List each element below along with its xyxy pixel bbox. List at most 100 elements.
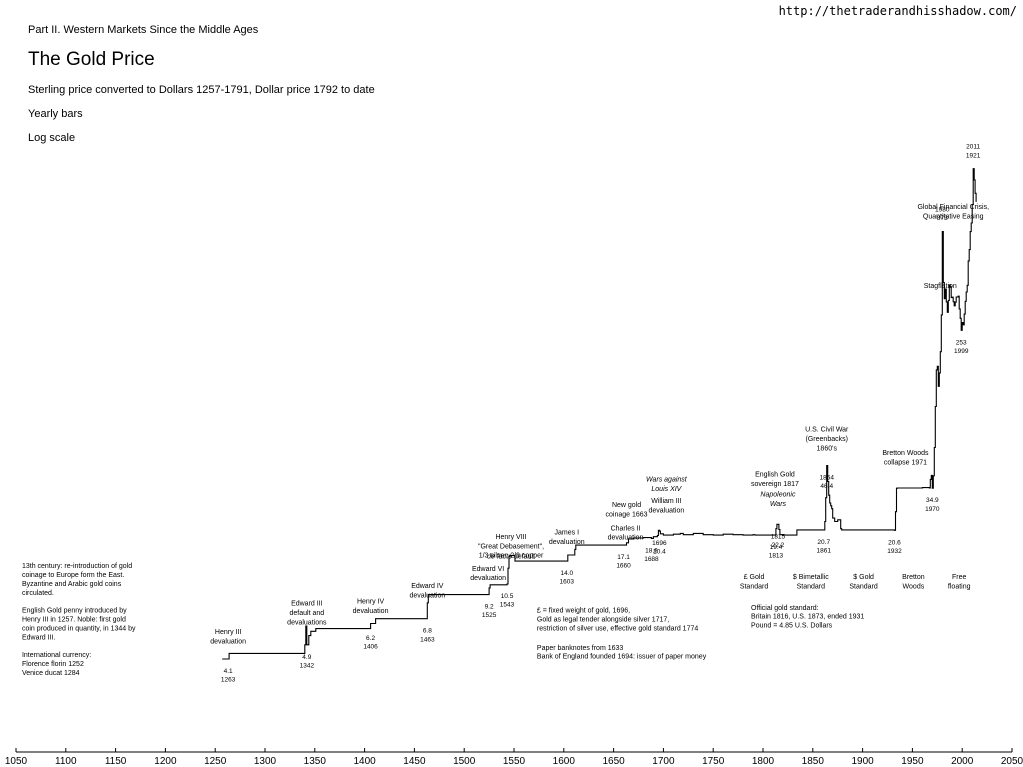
event-label-line: New gold xyxy=(612,502,641,509)
event-label-line: floating xyxy=(948,583,971,590)
x-tick-label: 1700 xyxy=(652,756,675,767)
x-tick-label: 1550 xyxy=(503,756,526,767)
event-label: Edward III default and devaluations xyxy=(287,601,327,627)
chart-title: The Gold Price xyxy=(28,49,155,70)
text-block-line: Official gold standard: xyxy=(751,605,819,612)
value-label-line: 1406 xyxy=(363,644,378,651)
text-block-line: circulated. xyxy=(22,590,54,597)
event-label-line: Quantitative Easing xyxy=(923,213,984,220)
event-label: English Gold sovereign 1817 xyxy=(751,471,799,487)
event-label-line: Wars against xyxy=(646,476,688,483)
event-label-line: (Greenbacks) xyxy=(806,436,848,443)
text-block-line: Byzantine and Arabic gold coins xyxy=(22,581,122,588)
value-label: 18.6 1688 xyxy=(644,547,659,563)
event-label: Napoleonic Wars xyxy=(760,491,796,507)
event-label-line: Woods xyxy=(903,583,925,590)
value-label-line: 1463 xyxy=(420,636,435,643)
text-block-line: Venice ducat 1284 xyxy=(22,670,80,677)
value-label: 253 1999 xyxy=(954,339,969,355)
x-tick-label: 2000 xyxy=(951,756,974,767)
value-label: 19.4 1813 xyxy=(769,544,784,560)
text-block-line: restriction of silver use, effective gol… xyxy=(537,625,698,632)
event-label-line: Standard xyxy=(849,583,878,590)
value-label: 34.9 1970 xyxy=(925,497,940,513)
value-label: 6.2 1406 xyxy=(363,635,378,651)
event-label-line: devaluation xyxy=(210,639,246,646)
value-label: 1815 22.2 xyxy=(771,533,786,549)
text-block: Paper banknotes from 1633 Bank of England… xyxy=(537,645,707,661)
value-label-line: 34.9 xyxy=(926,497,939,504)
event-label-line: William III xyxy=(651,498,681,505)
value-label-line: 1813 xyxy=(769,553,784,560)
event-label-line: Henry VIII xyxy=(495,534,526,541)
value-label-line: 22.2 xyxy=(772,542,785,549)
x-tick-label: 2050 xyxy=(1001,756,1023,767)
x-tick-label: 1500 xyxy=(453,756,476,767)
event-label: £ Gold Standard xyxy=(740,574,769,590)
x-tick-label: 1100 xyxy=(55,756,77,767)
bars-note: Yearly bars xyxy=(28,108,83,120)
event-label: Global Financial Crisis, Quantitative Eas… xyxy=(917,204,989,220)
value-label-line: 1815 xyxy=(771,533,786,540)
text-block-line: coin produced in quantity, in 1344 by xyxy=(22,626,136,633)
value-label-line: 20.7 xyxy=(817,539,830,546)
value-label-line: 18.6 xyxy=(645,547,658,554)
event-label-line: Edward IV xyxy=(411,583,444,590)
text-block-line: Paper banknotes from 1633 xyxy=(537,645,623,652)
event-label-line: Edward VI xyxy=(472,566,504,573)
x-tick-label: 1050 xyxy=(5,756,28,767)
x-tick-label: 1800 xyxy=(752,756,775,767)
value-label-line: 1342 xyxy=(300,662,315,669)
value-label-line: 17.1 xyxy=(617,554,630,561)
event-label: $ Bimetallic Standard xyxy=(793,574,829,590)
text-block-line: £ = fixed weight of gold, 1696, xyxy=(537,607,630,614)
event-label-line: U.S. Civil War xyxy=(805,427,849,434)
event-label-line: Louis XIV xyxy=(651,486,682,493)
value-label: 20.6 1932 xyxy=(887,539,902,555)
x-tick-label: 1300 xyxy=(254,756,277,767)
event-label: Edward IV devaluation xyxy=(409,583,445,599)
text-block-line: Florence florin 1252 xyxy=(22,661,84,668)
event-label-line: Wars xyxy=(770,501,787,508)
text-block-line: Henry III in 1257. Noble: first gold xyxy=(22,617,126,624)
event-label-line: 1860's xyxy=(817,445,838,452)
x-tick-label: 1750 xyxy=(702,756,725,767)
text-block-line: Britain 1816, U.S. 1873, ended 1931 xyxy=(751,614,864,621)
event-label: Charles II devaluation xyxy=(608,525,644,541)
event-label: Henry IV devaluation xyxy=(353,599,389,615)
x-axis: 1050 1100 1150 1200 1250 1300 1350 1400 1450 1500… xyxy=(5,748,1023,767)
value-label-line: 1932 xyxy=(887,548,902,555)
x-tick-label: 1250 xyxy=(204,756,227,767)
event-label: Free floating xyxy=(948,574,971,590)
value-label-line: 20.4 xyxy=(653,549,666,556)
annotations-layer: 4.112634.913426.214066.814639.2152510.51… xyxy=(22,144,989,684)
text-block: Official gold standard: Britain 1816, U.S… xyxy=(751,605,864,630)
value-label-line: 1864 xyxy=(820,475,835,482)
text-block-line: Gold as legal tender alongside silver 17… xyxy=(537,616,669,623)
value-label-line: 19.4 xyxy=(770,544,783,551)
event-label-line: Free xyxy=(952,574,967,581)
event-label-line: Global Financial Crisis, xyxy=(917,204,989,211)
event-label-line: English Gold xyxy=(755,471,795,478)
x-tick-label: 1150 xyxy=(105,756,127,767)
value-label-line: 1543 xyxy=(500,602,515,609)
text-block-line: coinage to Europe form the East. xyxy=(22,572,124,579)
x-tick-label: 1850 xyxy=(802,756,825,767)
text-block: £ = fixed weight of gold, 1696, Gold as l… xyxy=(537,607,698,632)
event-label: Stagflation xyxy=(924,283,957,290)
text-block-line: Edward III. xyxy=(22,634,56,641)
value-label: 1696 20.4 xyxy=(652,540,667,556)
text-block-line: International currency: xyxy=(22,652,91,659)
value-label-line: 4.1 xyxy=(224,668,233,675)
chart-subtitle: Sterling price converted to Dollars 1257… xyxy=(28,84,375,96)
scale-note: Log scale xyxy=(28,132,76,144)
event-label-line: Edward III xyxy=(291,601,323,608)
event-label: de facto default xyxy=(487,553,535,560)
event-label-line: devaluation xyxy=(409,592,445,599)
value-label-line: 10.5 xyxy=(501,593,514,600)
text-block-line: Pound = 4.85 U.S. Dollars xyxy=(751,623,833,630)
